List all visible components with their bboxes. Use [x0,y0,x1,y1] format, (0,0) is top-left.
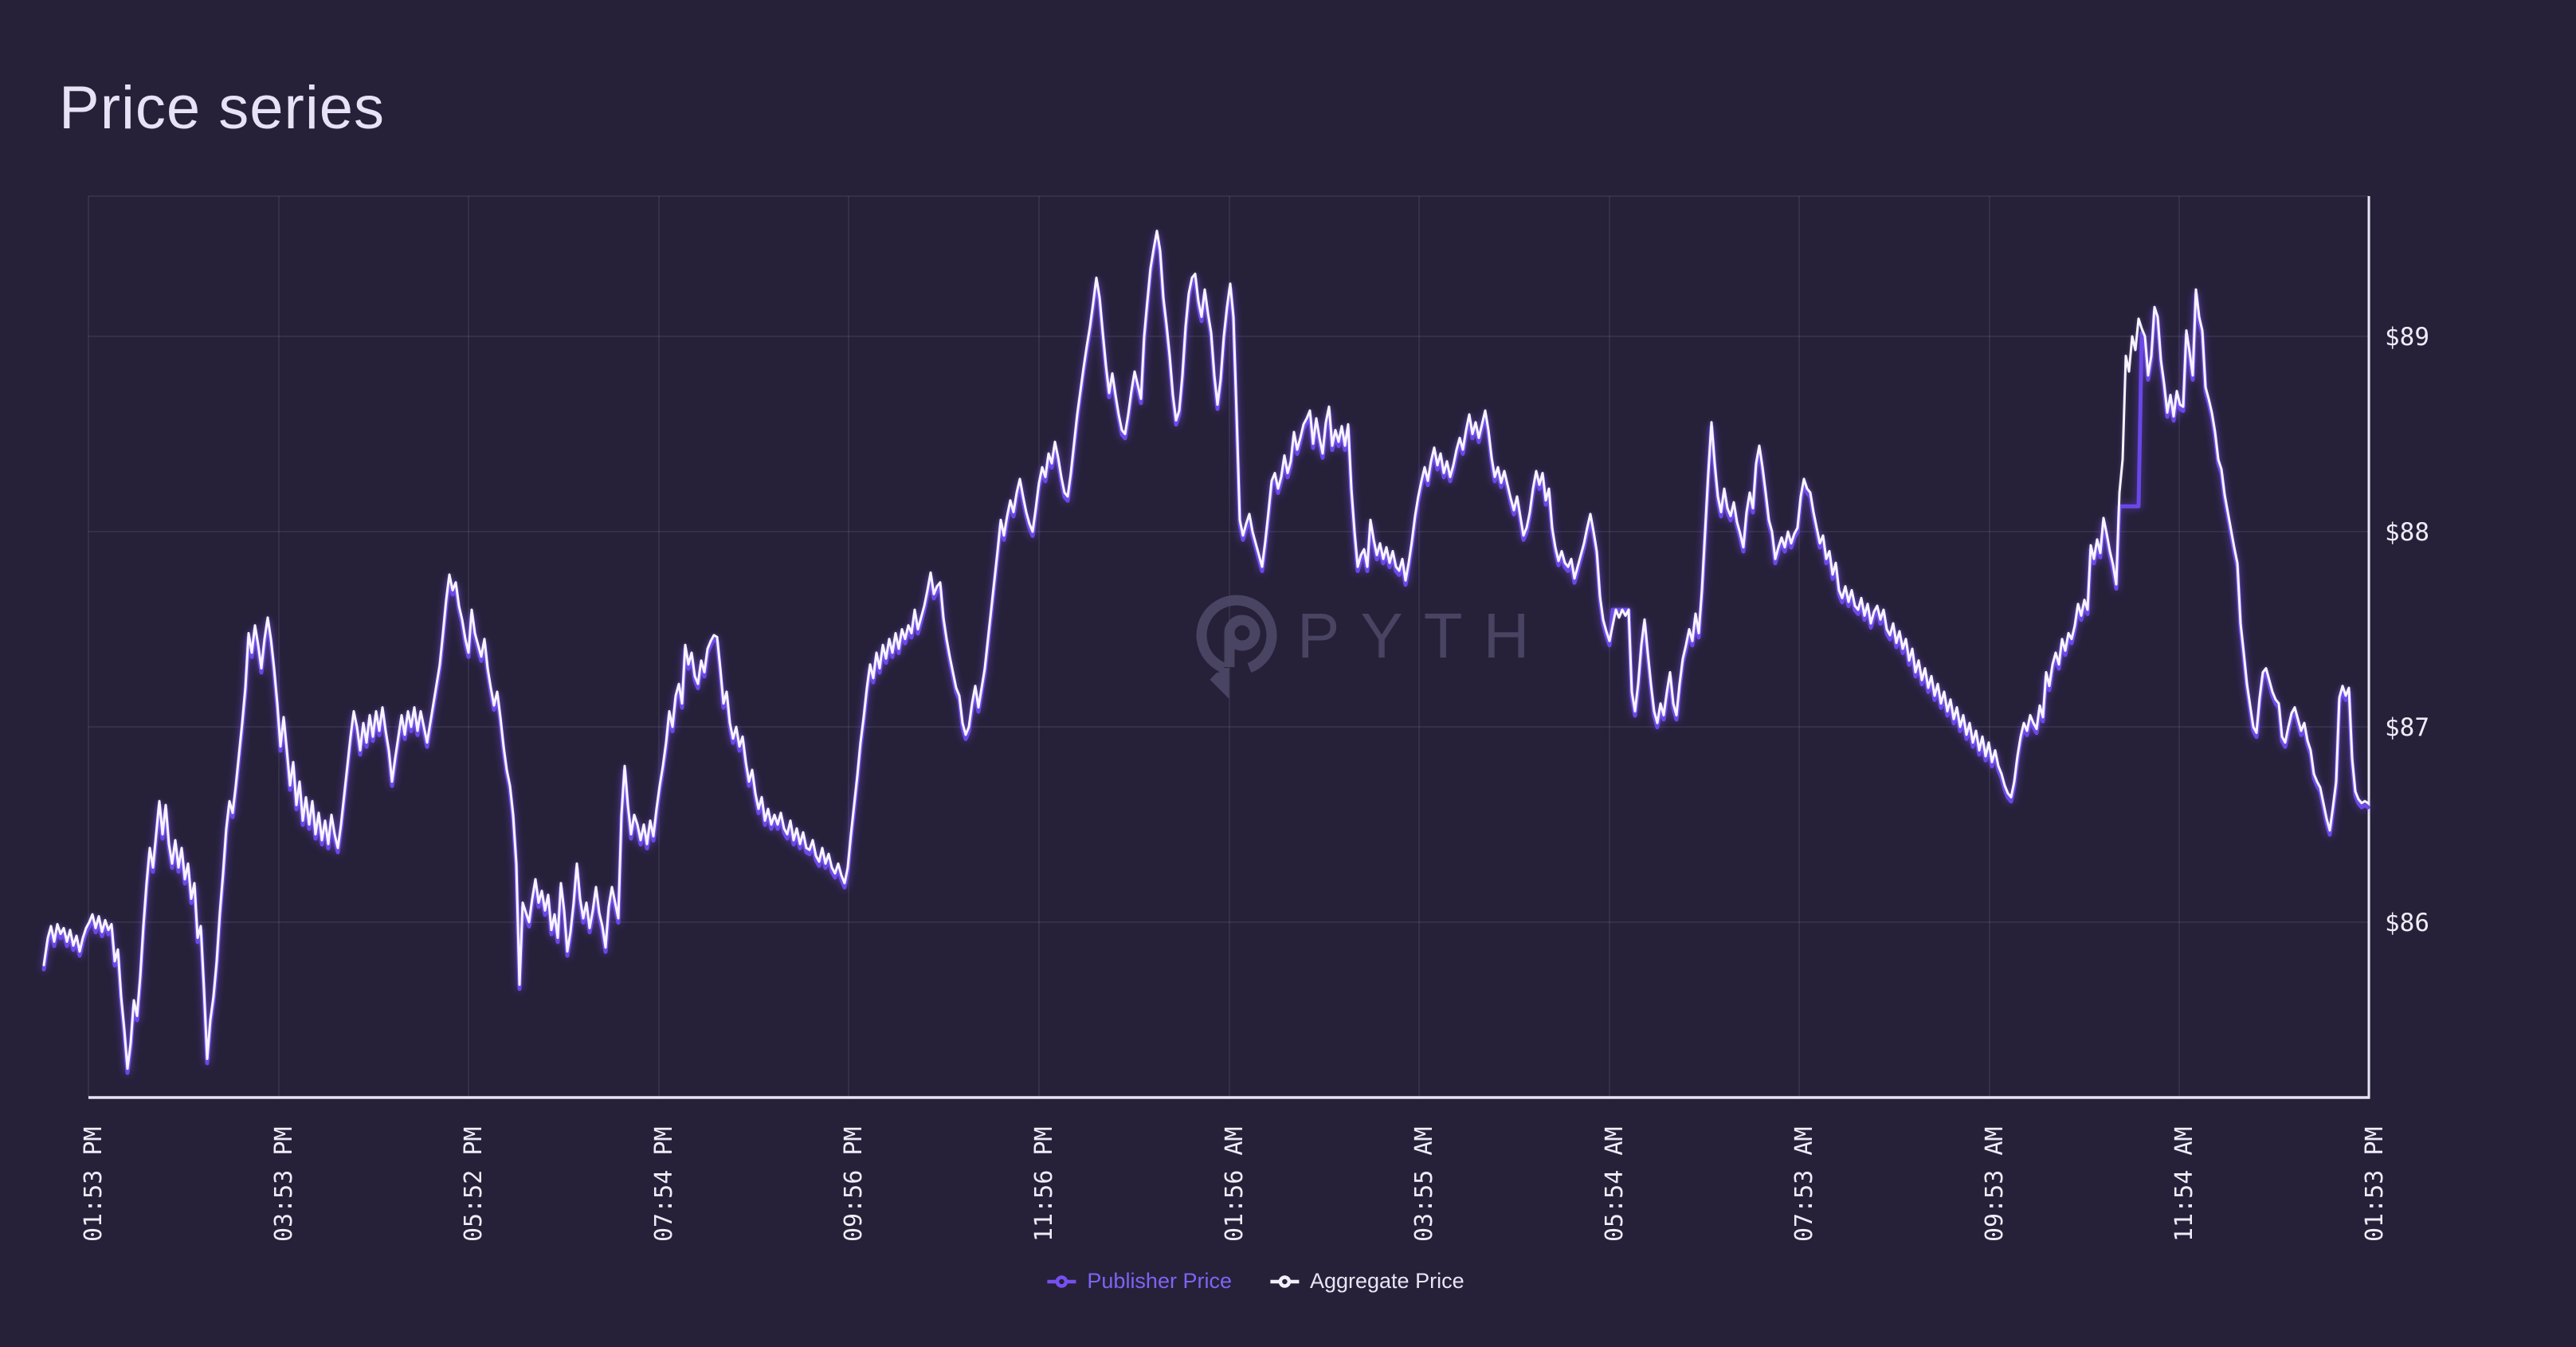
page-title: Price series [59,74,385,142]
x-tick-label: 05:52 PM [460,1127,488,1243]
x-tick-label: 01:56 AM [1221,1127,1249,1243]
grid-lines [88,195,2370,1098]
publisher-legend-marker-icon [1047,1274,1076,1288]
legend-label-aggregate: Aggregate Price [1309,1269,1464,1293]
x-tick-label: 09:53 AM [1981,1127,2009,1243]
y-tick-label: $86 [2385,909,2429,937]
x-tick-label: 01:53 PM [80,1127,108,1243]
y-tick-label: $89 [2385,323,2429,351]
pyth-logo-icon [1196,595,1277,699]
x-tick-label: 09:56 PM [840,1127,868,1243]
aggregate-legend-marker-icon [1269,1274,1299,1288]
x-tick-label: 07:53 AM [1790,1127,1818,1243]
y-tick-label: $87 [2385,713,2429,742]
x-tick-label: 03:55 AM [1410,1127,1438,1243]
axes [88,196,2370,1099]
x-tick-label: 01:53 PM [2361,1127,2389,1243]
legend-item-aggregate[interactable]: Aggregate Price [1268,1269,1464,1294]
x-tick-label: 03:53 PM [270,1127,298,1243]
x-tick-label: 07:54 PM [650,1127,678,1243]
x-tick-label: 05:54 AM [1601,1127,1629,1243]
pyth-watermark: PYTH [1196,595,1550,699]
chart-legend: Publisher Price Aggregate Price [1045,1269,1464,1294]
x-tick-label: 11:56 PM [1030,1127,1058,1243]
watermark-text: PYTH [1297,600,1550,671]
legend-label-publisher: Publisher Price [1087,1269,1232,1293]
y-axis-labels: $89 $88 $87 $86 [2385,323,2429,937]
x-tick-label: 11:54 AM [2170,1127,2198,1243]
x-axis-labels: 01:53 PM 03:53 PM 05:52 PM 07:54 PM 09:56 PM… [80,1127,2389,1243]
aggregate-price-line [42,230,2370,1070]
y-tick-label: $88 [2385,518,2429,547]
legend-item-publisher[interactable]: Publisher Price [1045,1269,1232,1294]
